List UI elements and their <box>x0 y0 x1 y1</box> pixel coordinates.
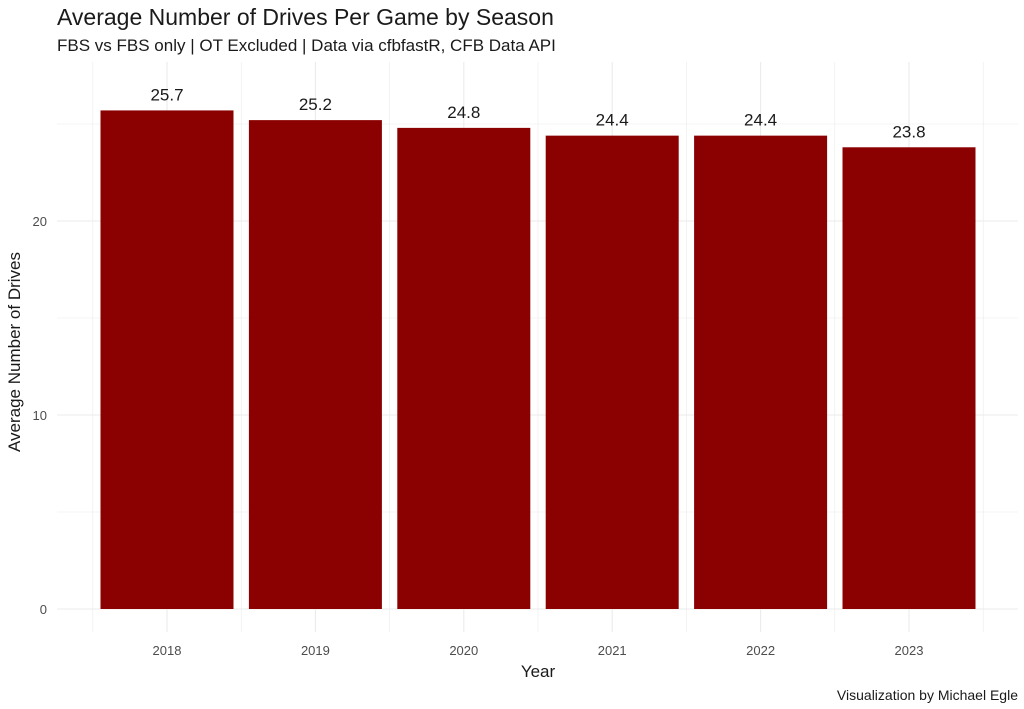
bar-2020 <box>397 127 531 609</box>
y-tick-label: 10 <box>33 408 47 423</box>
x-tick-label: 2020 <box>449 643 478 658</box>
y-axis-ticks: 0 10 20 <box>33 214 47 617</box>
x-tick-label: 2019 <box>301 643 330 658</box>
x-tick-label: 2021 <box>598 643 627 658</box>
x-axis-title: Year <box>521 662 556 681</box>
bar-2018 <box>100 110 234 610</box>
bars <box>100 110 976 610</box>
chart-subtitle: FBS vs FBS only | OT Excluded | Data via… <box>57 36 556 55</box>
chart-caption: Visualization by Michael Egle <box>836 687 1018 703</box>
chart-title: Average Number of Drives Per Game by Sea… <box>57 4 554 30</box>
x-tick-label: 2023 <box>895 643 924 658</box>
data-label-2018: 25.7 <box>150 85 183 104</box>
y-axis-title: Average Number of Drives <box>5 252 24 452</box>
data-label-2023: 23.8 <box>892 122 925 141</box>
data-label-2020: 24.8 <box>447 103 480 122</box>
data-label-2019: 25.2 <box>299 95 332 114</box>
bar-2023 <box>842 147 976 609</box>
bar-2021 <box>545 135 679 609</box>
x-tick-label: 2018 <box>153 643 182 658</box>
y-tick-label: 20 <box>33 214 47 229</box>
bar-2019 <box>248 120 382 610</box>
data-label-2021: 24.4 <box>596 111 629 130</box>
y-tick-label: 0 <box>40 602 47 617</box>
x-axis-ticks: 2018 2019 2020 2021 2022 2023 <box>153 643 924 658</box>
x-tick-label: 2022 <box>746 643 775 658</box>
data-labels: 25.7 25.2 24.8 24.4 24.4 23.8 <box>150 85 925 141</box>
bar-2022 <box>694 135 828 609</box>
data-label-2022: 24.4 <box>744 111 777 130</box>
